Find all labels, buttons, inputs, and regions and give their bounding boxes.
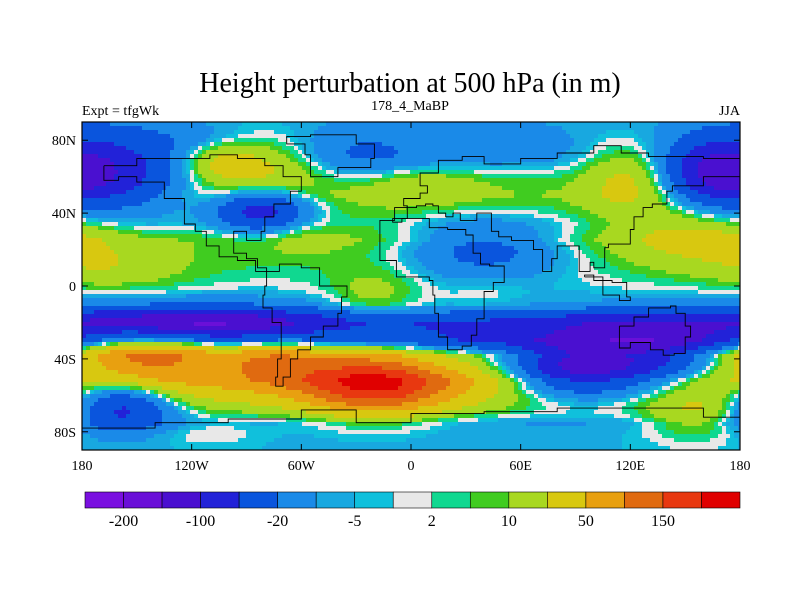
x-tick-label: 0 xyxy=(408,459,415,474)
colorbar-box xyxy=(508,491,548,509)
center-string: 178_4_MaBP xyxy=(371,99,449,114)
x-tick-label: 120W xyxy=(175,459,210,474)
colorbar-box xyxy=(431,491,471,509)
colorbar-label: 150 xyxy=(651,513,675,530)
colorbar-box xyxy=(547,491,587,509)
colorbar-box xyxy=(585,491,625,509)
colorbar-box xyxy=(662,491,702,509)
continent-outlines xyxy=(82,134,740,429)
colorbar-box xyxy=(161,491,201,509)
colorbar-box xyxy=(624,491,664,509)
colorbar-label: 2 xyxy=(428,513,436,530)
x-tick-label: 180 xyxy=(72,459,93,474)
coastline xyxy=(286,134,375,178)
colorbar-box xyxy=(315,491,356,509)
coastline xyxy=(379,218,505,351)
colorbar-label: -100 xyxy=(186,513,215,530)
coastline xyxy=(103,154,302,272)
coastline xyxy=(618,305,692,356)
y-tick-label: 80S xyxy=(54,426,76,441)
y-tick-label: 40N xyxy=(52,207,76,222)
x-tick-label: 180 xyxy=(730,459,751,474)
colorbar-box xyxy=(84,491,124,509)
y-tick-label: 0 xyxy=(69,280,76,295)
x-tick-label: 60W xyxy=(288,459,316,474)
colorbar-label: -20 xyxy=(267,513,288,530)
colorbar: -200 -100 -20 -5 2 10 50 150 xyxy=(84,491,741,530)
colorbar-label: -200 xyxy=(109,513,138,530)
colorbar-box xyxy=(354,491,394,509)
colorbar-box xyxy=(200,491,240,509)
colorbar-label: 50 xyxy=(578,513,594,530)
left-string: Expt = tfgWk xyxy=(82,104,159,119)
colorbar-box xyxy=(238,491,278,509)
colorbar-box xyxy=(392,491,433,509)
coastline xyxy=(262,263,348,387)
x-tick-label: 120E xyxy=(616,459,646,474)
contour-field xyxy=(82,122,740,450)
colorbar-box xyxy=(123,491,163,509)
colorbar-label: 10 xyxy=(501,513,517,530)
coastline xyxy=(584,274,631,302)
colorbar-box xyxy=(469,491,510,509)
coastline xyxy=(392,145,740,272)
colorbar-label: -5 xyxy=(348,513,361,530)
y-axis: 80N 40N 0 40S 80S xyxy=(52,134,740,441)
coastline xyxy=(82,407,740,429)
x-tick-label: 60E xyxy=(509,459,532,474)
y-tick-label: 80N xyxy=(52,134,76,149)
colorbar-box xyxy=(701,491,741,509)
colorbar-box xyxy=(277,491,317,509)
x-axis: 180 120W 60W 0 60E 120E 180 xyxy=(72,122,751,474)
right-string: JJA xyxy=(719,104,741,119)
y-tick-label: 40S xyxy=(54,353,76,368)
chart-title: Height perturbation at 500 hPa (in m) xyxy=(199,68,620,99)
